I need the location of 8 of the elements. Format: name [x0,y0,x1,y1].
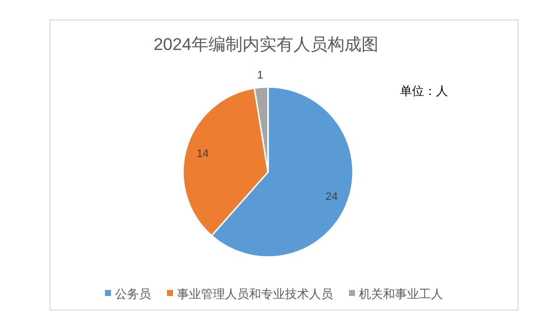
data-label: 1 [257,69,264,82]
data-label: 14 [196,148,209,160]
legend-label: 机关和事业工人 [359,287,443,302]
text: 单位：人 [400,84,448,98]
legend-label: 事业管理人员和专业技术人员 [177,287,333,302]
chart-title: 2024年编制内实有人员构成图 [154,35,378,54]
legend-label: 公务员 [115,287,151,302]
data-label: 24 [325,190,338,203]
